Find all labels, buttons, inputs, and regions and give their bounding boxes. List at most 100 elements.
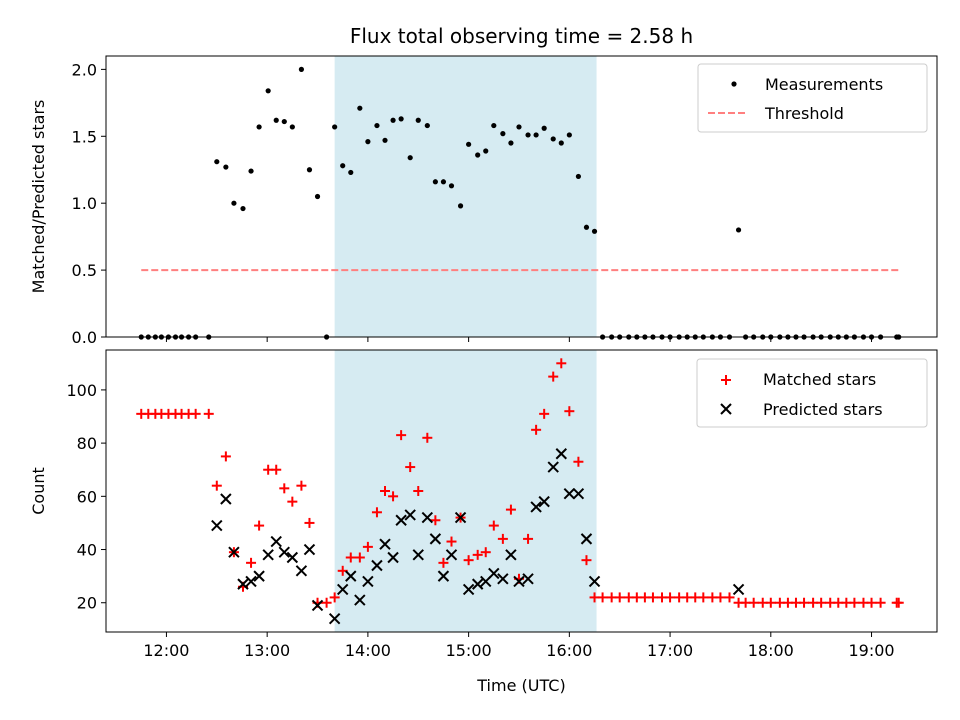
measurement-point bbox=[516, 124, 522, 130]
measurement-point bbox=[500, 131, 506, 137]
matched-stars-point bbox=[866, 597, 877, 608]
measurement-point bbox=[591, 228, 598, 234]
count-panel: 20 40 60 80 100 12:00 13:00 14:00 15:00 16:00 17:… bbox=[29, 349, 938, 695]
matched-stars-point bbox=[724, 592, 735, 603]
legend-measurements-label: Measurements bbox=[765, 75, 883, 94]
count-legend-box bbox=[696, 358, 928, 428]
matched-stars-point bbox=[581, 555, 592, 566]
matched-stars-point bbox=[573, 456, 584, 467]
matched-stars-point bbox=[463, 555, 474, 566]
predicted-stars-point bbox=[303, 543, 316, 556]
matched-stars-point bbox=[597, 592, 608, 603]
matched-stars-point bbox=[422, 432, 433, 443]
matched-stars-point bbox=[488, 520, 499, 531]
matched-stars-point bbox=[497, 533, 508, 544]
matched-stars-point bbox=[220, 451, 231, 462]
y-tick-label: 0.0 bbox=[72, 328, 97, 347]
predicted-stars-point bbox=[497, 573, 509, 585]
x-tick-label: 19:00 bbox=[848, 641, 894, 660]
measurement-point bbox=[508, 140, 514, 146]
predicted-stars-point bbox=[387, 551, 399, 564]
matched-stars-point bbox=[531, 424, 542, 435]
predicted-stars-point bbox=[253, 570, 265, 582]
matched-stars-point bbox=[564, 406, 575, 417]
predicted-stars-point bbox=[462, 583, 475, 596]
count-legend: Matched stars Predicted stars bbox=[696, 358, 928, 428]
predicted-stars-point bbox=[237, 578, 249, 590]
matched-stars-point bbox=[371, 507, 382, 518]
y-tick-label: 20 bbox=[77, 594, 97, 613]
measurement-point bbox=[265, 88, 271, 94]
predicted-stars-point bbox=[412, 549, 424, 561]
matched-stars-point bbox=[271, 464, 282, 475]
matched-stars-point bbox=[329, 592, 340, 603]
count-y-axis-label: Count bbox=[29, 467, 48, 515]
matched-stars-point bbox=[539, 408, 550, 419]
matched-stars-point bbox=[388, 491, 399, 502]
predicted-stars-point bbox=[488, 567, 500, 580]
measurement-point bbox=[415, 117, 421, 123]
measurement-point bbox=[407, 155, 413, 161]
matched-stars-point bbox=[362, 541, 373, 552]
measurement-point bbox=[332, 124, 338, 130]
x-tick-label: 12:00 bbox=[143, 641, 189, 660]
count-axes-frame bbox=[105, 349, 938, 633]
matched-stars-point bbox=[698, 592, 709, 603]
measurement-point bbox=[533, 132, 539, 138]
predicted-stars-point bbox=[270, 535, 282, 548]
measurement-point bbox=[240, 205, 246, 212]
measurement-point bbox=[281, 118, 287, 125]
matched-stars-point bbox=[816, 597, 827, 608]
matched-stars-point bbox=[647, 592, 658, 603]
matched-stars-point bbox=[446, 536, 457, 547]
measurement-point bbox=[289, 124, 295, 130]
matched-stars-point bbox=[287, 496, 298, 507]
x-tick-label: 13:00 bbox=[244, 641, 290, 660]
measurement-point bbox=[348, 169, 354, 176]
measurement-point bbox=[466, 141, 472, 147]
measurement-point bbox=[398, 116, 404, 122]
ratio-legend: Measurements Threshold bbox=[697, 63, 928, 133]
ratio-y-axis-label: Matched/Predicted stars bbox=[29, 100, 48, 294]
matched-stars-point bbox=[748, 597, 759, 608]
x-tick-label: 16:00 bbox=[546, 641, 592, 660]
matched-stars-point bbox=[321, 597, 332, 608]
predicted-stars-point bbox=[471, 578, 484, 590]
count-marks bbox=[136, 358, 904, 625]
measurement-point bbox=[231, 200, 237, 206]
matched-stars-point bbox=[203, 408, 214, 419]
predicted-stars-point bbox=[437, 570, 450, 582]
measurement-point bbox=[424, 122, 430, 129]
predicted-stars-point bbox=[580, 533, 593, 545]
measurement-point bbox=[223, 164, 229, 170]
predicted-stars-point bbox=[245, 575, 257, 588]
matched-stars-point bbox=[665, 592, 676, 603]
measurement-point bbox=[491, 122, 497, 129]
measurement-point bbox=[541, 125, 547, 131]
predicted-stars-point bbox=[371, 559, 383, 572]
y-tick-label: 2.0 bbox=[72, 60, 97, 79]
predicted-stars-point bbox=[278, 546, 290, 558]
matched-stars-point bbox=[523, 533, 534, 544]
matched-stars-point bbox=[480, 547, 491, 558]
legend-matched-label: Matched stars bbox=[763, 370, 876, 389]
y-tick-label: 40 bbox=[77, 541, 97, 560]
predicted-stars-point bbox=[547, 461, 559, 473]
measurement-point bbox=[357, 105, 363, 111]
x-tick-label: 18:00 bbox=[748, 641, 794, 660]
y-tick-label: 0.5 bbox=[72, 261, 97, 280]
predicted-stars-point bbox=[732, 583, 745, 596]
predicted-stars-point bbox=[505, 549, 517, 561]
predicted-stars-point bbox=[345, 570, 357, 582]
ratio-y-ticks: 0.0 0.5 1.0 1.5 2.0 bbox=[72, 60, 106, 347]
predicted-stars-point bbox=[445, 549, 458, 561]
matched-stars-point bbox=[337, 565, 348, 576]
legend-matched-marker bbox=[721, 375, 731, 385]
matched-stars-point bbox=[505, 504, 516, 515]
matched-stars-point bbox=[396, 430, 407, 441]
count-y-ticks: 20 40 60 80 100 bbox=[66, 381, 106, 613]
matched-stars-point bbox=[279, 483, 290, 494]
measurement-point bbox=[583, 224, 590, 230]
predicted-stars-point bbox=[379, 538, 391, 550]
measurement-point bbox=[256, 124, 262, 130]
